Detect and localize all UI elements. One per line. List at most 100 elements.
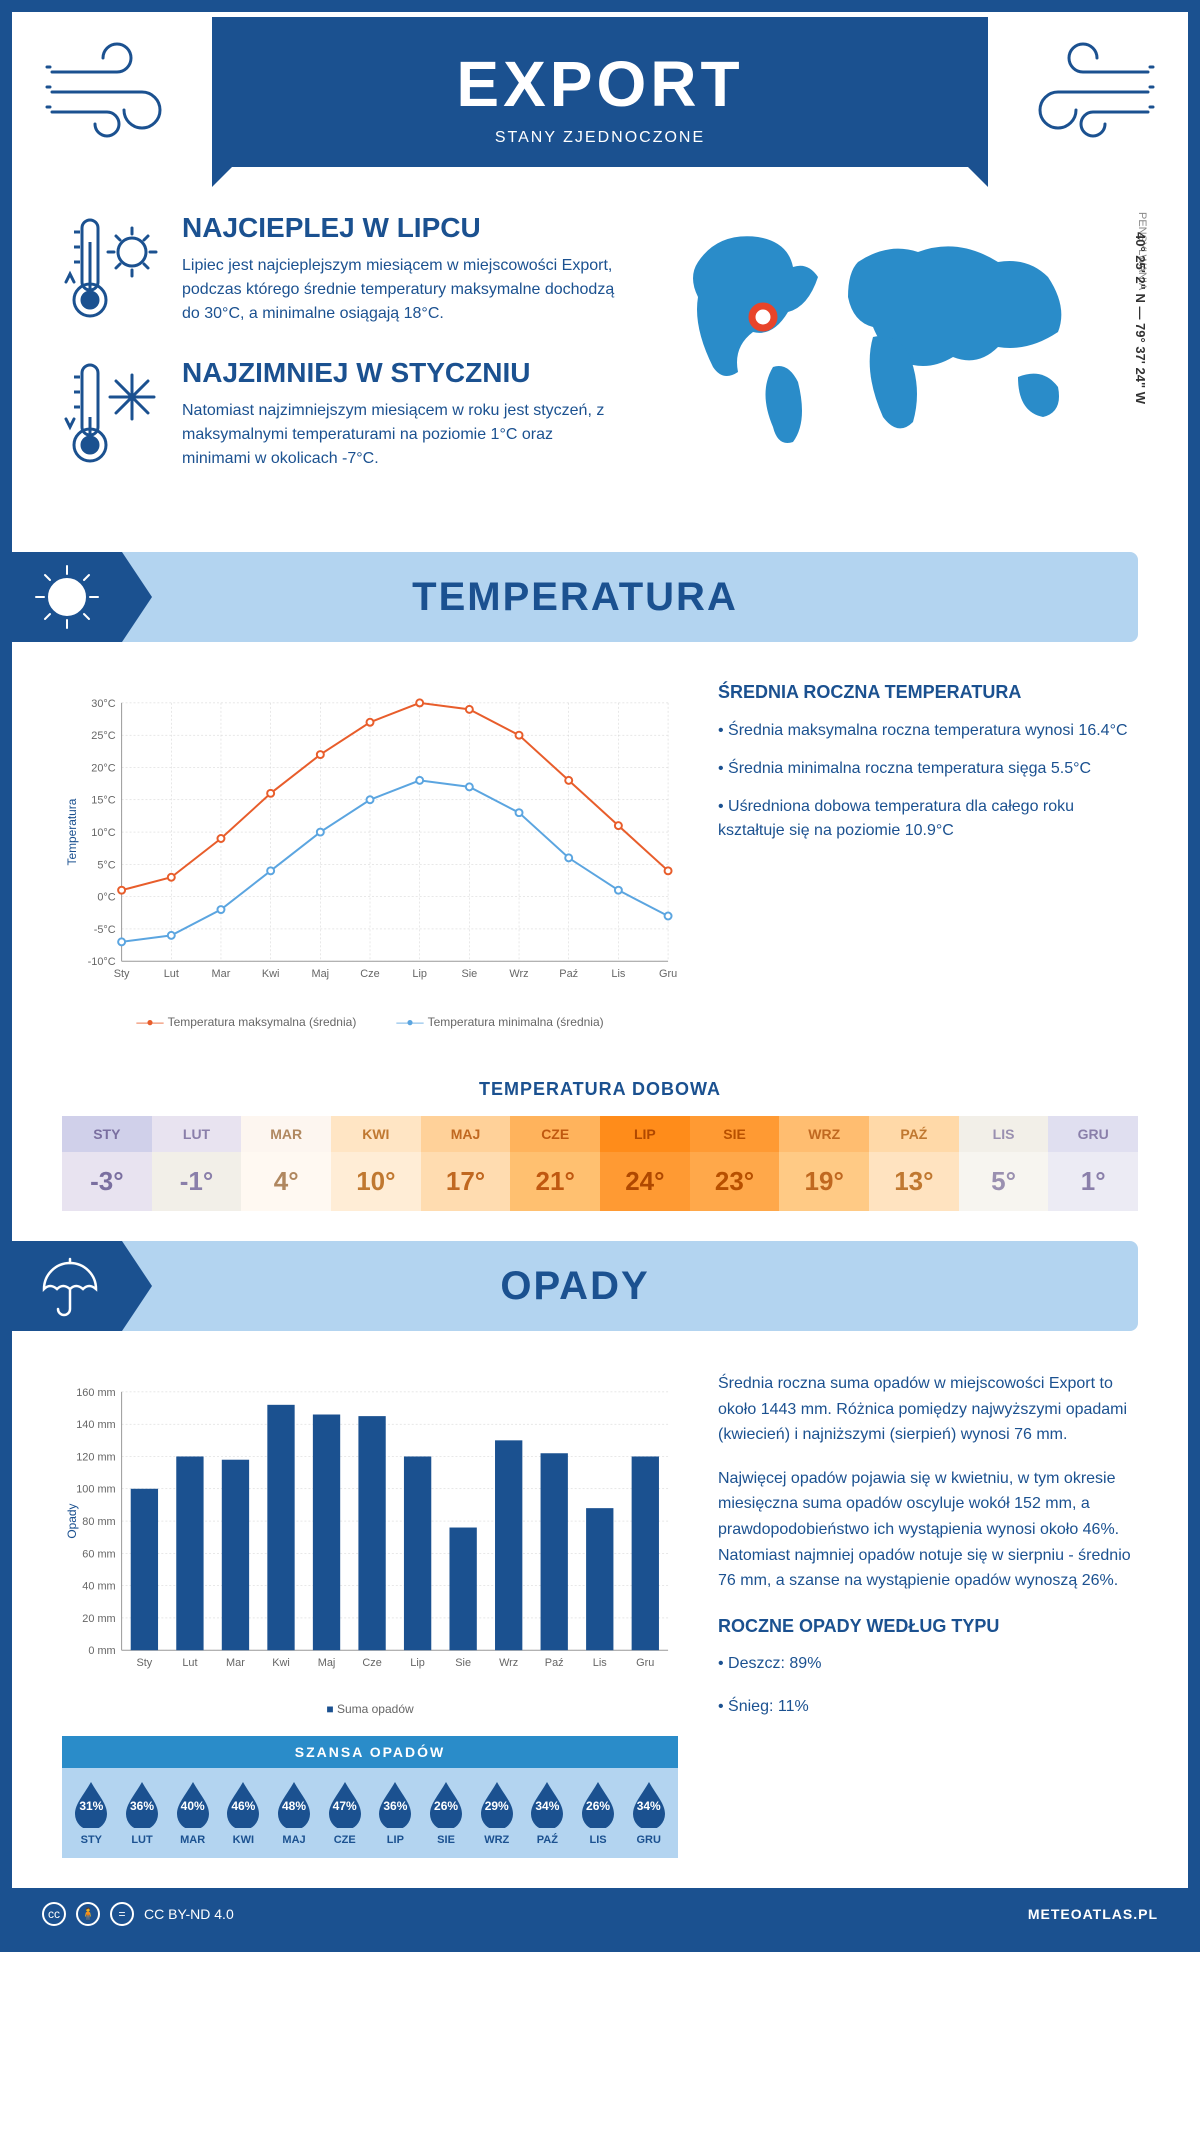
svg-text:160 mm: 160 mm — [76, 1387, 115, 1399]
precip-snow: • Śnieg: 11% — [718, 1694, 1138, 1720]
svg-text:15°C: 15°C — [91, 795, 115, 807]
svg-text:0 mm: 0 mm — [88, 1645, 115, 1657]
temperature-title: TEMPERATURA — [412, 575, 738, 620]
cc-icon: cc — [42, 1902, 66, 1926]
svg-text:25°C: 25°C — [91, 730, 115, 742]
svg-text:140 mm: 140 mm — [76, 1419, 115, 1431]
temp-bullet: • Średnia maksymalna roczna temperatura … — [718, 719, 1138, 743]
daily-temp-title: TEMPERATURA DOBOWA — [12, 1079, 1188, 1100]
raindrop-icon: 34% — [629, 1780, 669, 1828]
precipitation-title: OPADY — [500, 1264, 649, 1309]
svg-text:Cze: Cze — [360, 968, 379, 980]
daily-cell: MAJ 17° — [421, 1116, 511, 1211]
svg-text:60 mm: 60 mm — [82, 1548, 115, 1560]
wind-icon-left — [12, 12, 212, 172]
intro-text-column: NAJCIEPLEJ W LIPCU Lipiec jest najcieple… — [62, 212, 618, 502]
wind-icon-right — [988, 12, 1188, 172]
footer-license: cc 🧍 = CC BY-ND 4.0 — [42, 1902, 234, 1926]
temp-info-heading: ŚREDNIA ROCZNA TEMPERATURA — [718, 682, 1138, 703]
svg-text:Paź: Paź — [545, 1657, 564, 1669]
daily-cell: LUT -1° — [152, 1116, 242, 1211]
footer: cc 🧍 = CC BY-ND 4.0 METEOATLAS.PL — [12, 1888, 1188, 1940]
warmest-block: NAJCIEPLEJ W LIPCU Lipiec jest najcieple… — [62, 212, 618, 327]
svg-text:Kwi: Kwi — [272, 1657, 290, 1669]
sun-icon — [12, 552, 122, 642]
daily-cell: KWI 10° — [331, 1116, 421, 1211]
temperature-section-header: TEMPERATURA — [12, 552, 1138, 642]
svg-text:Lis: Lis — [611, 968, 625, 980]
chance-cell: 34% GRU — [623, 1780, 674, 1846]
footer-site: METEOATLAS.PL — [1028, 1906, 1158, 1922]
temperature-legend: Temperatura maksymalna (średnia) Tempera… — [62, 1015, 678, 1029]
coldest-title: NAJZIMNIEJ W STYCZNIU — [182, 357, 618, 389]
svg-text:-10°C: -10°C — [88, 956, 116, 968]
svg-text:40 mm: 40 mm — [82, 1581, 115, 1593]
precipitation-bar-chart: 0 mm20 mm40 mm60 mm80 mm100 mm120 mm140 … — [62, 1371, 678, 1691]
svg-text:Mar: Mar — [226, 1657, 245, 1669]
raindrop-icon: 26% — [578, 1780, 618, 1828]
svg-text:Sie: Sie — [461, 968, 477, 980]
legend-min: Temperatura minimalna (średnia) — [396, 1015, 603, 1029]
precipitation-section-header: OPADY — [12, 1241, 1138, 1331]
chance-cell: 47% CZE — [319, 1780, 370, 1846]
svg-text:Gru: Gru — [659, 968, 677, 980]
raindrop-icon: 47% — [325, 1780, 365, 1828]
svg-text:5°C: 5°C — [97, 859, 115, 871]
daily-cell: CZE 21° — [510, 1116, 600, 1211]
coldest-text: Natomiast najzimniejszym miesiącem w rok… — [182, 399, 618, 471]
raindrop-icon: 34% — [527, 1780, 567, 1828]
svg-text:0°C: 0°C — [97, 892, 115, 904]
svg-text:Kwi: Kwi — [262, 968, 280, 980]
chance-cell: 26% SIE — [421, 1780, 472, 1846]
temp-bullet: • Średnia minimalna roczna temperatura s… — [718, 757, 1138, 781]
svg-text:Gru: Gru — [636, 1657, 654, 1669]
intro-section: NAJCIEPLEJ W LIPCU Lipiec jest najcieple… — [12, 172, 1188, 532]
svg-text:30°C: 30°C — [91, 698, 115, 710]
svg-text:Lis: Lis — [593, 1657, 607, 1669]
precip-rain: • Deszcz: 89% — [718, 1651, 1138, 1677]
svg-text:Temperatura: Temperatura — [65, 798, 79, 865]
chance-cell: 36% LIP — [370, 1780, 421, 1846]
precip-chance-row: 31% STY 36% LUT 40% MAR 46% KWI — [62, 1768, 678, 1858]
svg-text:Lip: Lip — [412, 968, 427, 980]
svg-text:Lip: Lip — [410, 1657, 425, 1669]
daily-cell: WRZ 19° — [779, 1116, 869, 1211]
warmest-title: NAJCIEPLEJ W LIPCU — [182, 212, 618, 244]
precipitation-legend: Suma opadów — [62, 1702, 678, 1716]
svg-text:Wrz: Wrz — [499, 1657, 518, 1669]
daily-cell: LIS 5° — [959, 1116, 1049, 1211]
temp-bullet: • Uśredniona dobowa temperatura dla całe… — [718, 795, 1138, 843]
world-map-icon — [658, 212, 1098, 452]
svg-text:Lut: Lut — [164, 968, 179, 980]
temperature-body: -10°C-5°C0°C5°C10°C15°C20°C25°C30°CStyLu… — [12, 662, 1188, 1049]
daily-cell: GRU 1° — [1048, 1116, 1138, 1211]
raindrop-icon: 40% — [173, 1780, 213, 1828]
svg-text:Wrz: Wrz — [509, 968, 528, 980]
svg-text:Sty: Sty — [114, 968, 130, 980]
raindrop-icon: 36% — [375, 1780, 415, 1828]
svg-text:Sty: Sty — [136, 1657, 152, 1669]
svg-text:Maj: Maj — [312, 968, 330, 980]
chance-cell: 40% MAR — [167, 1780, 218, 1846]
svg-text:Sie: Sie — [455, 1657, 471, 1669]
precip-chance-title: SZANSA OPADÓW — [62, 1736, 678, 1768]
daily-cell: SIE 23° — [690, 1116, 780, 1211]
page-title: EXPORT — [212, 47, 988, 121]
precipitation-chart-column: 0 mm20 mm40 mm60 mm80 mm100 mm120 mm140 … — [62, 1371, 678, 1858]
daily-cell: PAŹ 13° — [869, 1116, 959, 1211]
raindrop-icon: 29% — [477, 1780, 517, 1828]
raindrop-icon: 36% — [122, 1780, 162, 1828]
svg-text:Cze: Cze — [362, 1657, 381, 1669]
page-subtitle: STANY ZJEDNOCZONE — [212, 129, 988, 147]
map-block: PENSYLWANIA 40° 25' 2" N — 79° 37' 24" W — [658, 212, 1138, 502]
warmest-text: Lipiec jest najcieplejszym miesiącem w m… — [182, 254, 618, 326]
chance-cell: 29% WRZ — [471, 1780, 522, 1846]
svg-text:Maj: Maj — [318, 1657, 336, 1669]
precipitation-text-column: Średnia roczna suma opadów w miejscowośc… — [718, 1371, 1138, 1858]
temperature-info: ŚREDNIA ROCZNA TEMPERATURA • Średnia mak… — [718, 682, 1138, 1029]
daily-cell: STY -3° — [62, 1116, 152, 1211]
svg-text:Mar: Mar — [212, 968, 231, 980]
svg-text:Opady: Opady — [65, 1503, 79, 1538]
chance-cell: 34% PAŹ — [522, 1780, 573, 1846]
thermometer-hot-icon — [62, 212, 162, 327]
